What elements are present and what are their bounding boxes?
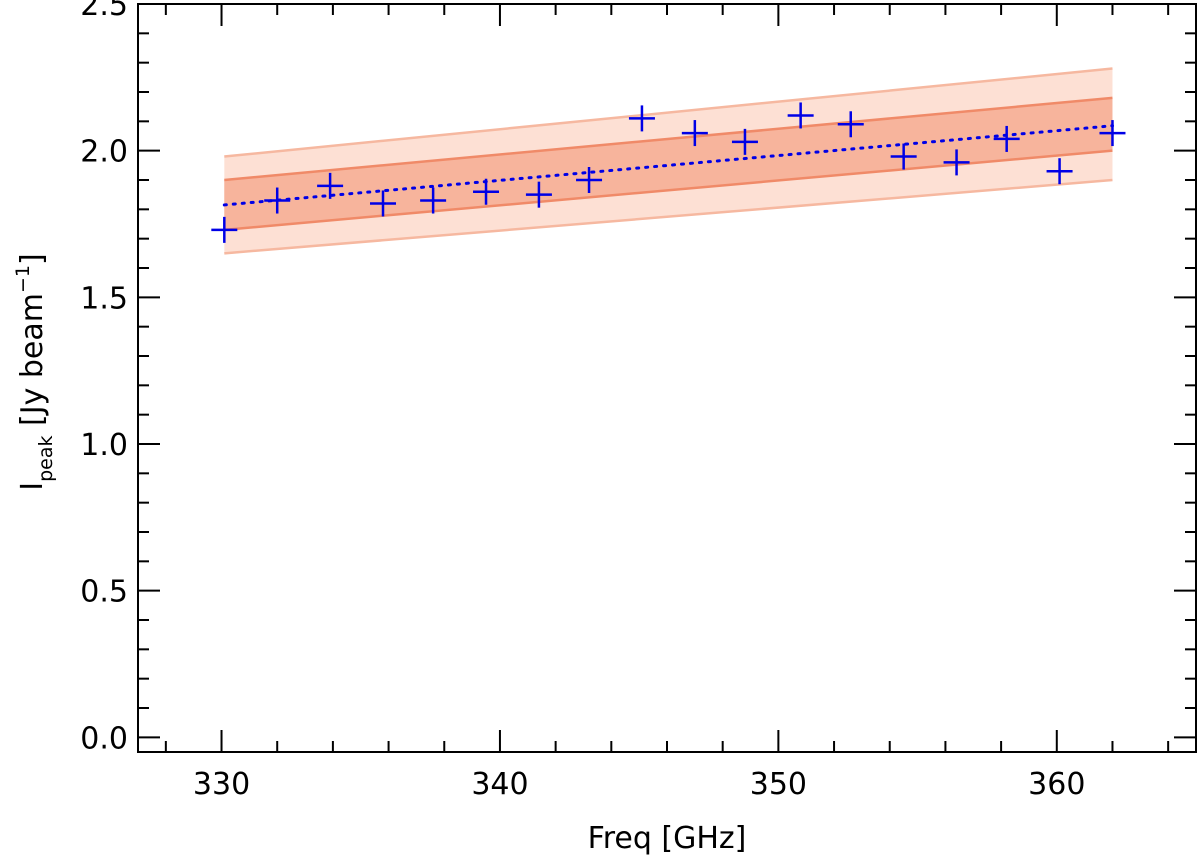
- y-axis-title-superscript: −1: [12, 265, 34, 293]
- data-point: [943, 149, 970, 176]
- data-point: [1099, 120, 1126, 147]
- y-tick-label: 1.0: [80, 428, 128, 463]
- x-tick-label: 360: [1028, 767, 1085, 802]
- data-point: [420, 187, 447, 214]
- inner-band: [224, 97, 1113, 230]
- data-point: [890, 143, 917, 170]
- data-point: [1046, 158, 1073, 185]
- data-point: [837, 111, 864, 138]
- x-tick-label: 330: [193, 767, 250, 802]
- y-tick-label: 0.0: [80, 721, 128, 756]
- y-tick-label: 0.5: [80, 575, 128, 610]
- data-point: [628, 105, 655, 132]
- data-point: [576, 167, 603, 193]
- y-tick-label: 2.5: [80, 0, 128, 23]
- data-point: [264, 187, 291, 214]
- data-point: [731, 128, 758, 155]
- y-axis-title-main: I: [15, 482, 50, 491]
- data-point: [993, 125, 1020, 152]
- x-axis-title: Freq [GHz]: [588, 821, 747, 856]
- outer-band-lower-edge: [224, 178, 1113, 255]
- outer-band-upper-edge: [224, 67, 1113, 158]
- plot-frame: [137, 3, 1197, 753]
- inner-band-lower-edge: [224, 149, 1113, 232]
- x-tick-label: 340: [471, 767, 528, 802]
- data-points: [211, 102, 1126, 243]
- y-tick-label: 1.5: [80, 281, 128, 316]
- y-axis-title-subscript: peak: [35, 435, 57, 481]
- y-axis-title-unit-open: [Jy beam: [15, 293, 50, 436]
- inner-band-upper-edge: [224, 96, 1113, 182]
- data-point: [211, 216, 238, 243]
- data-point: [787, 102, 814, 129]
- data-point: [473, 178, 500, 205]
- x-tick-labels: 330 340 350 360: [193, 767, 1086, 802]
- y-axis-title: Ipeak [Jy beam−1]: [12, 253, 57, 491]
- data-point: [317, 172, 344, 199]
- data-point: [681, 120, 708, 147]
- x-tick-label: 350: [750, 767, 807, 802]
- y-tick-label: 2.0: [80, 135, 128, 170]
- y-axis-title-unit-close: ]: [15, 253, 50, 265]
- data-point: [370, 190, 397, 217]
- confidence-bands: [224, 67, 1113, 255]
- data-point: [525, 181, 552, 208]
- y-tick-labels: 0.0 0.5 1.0 1.5 2.0 2.5: [80, 0, 128, 756]
